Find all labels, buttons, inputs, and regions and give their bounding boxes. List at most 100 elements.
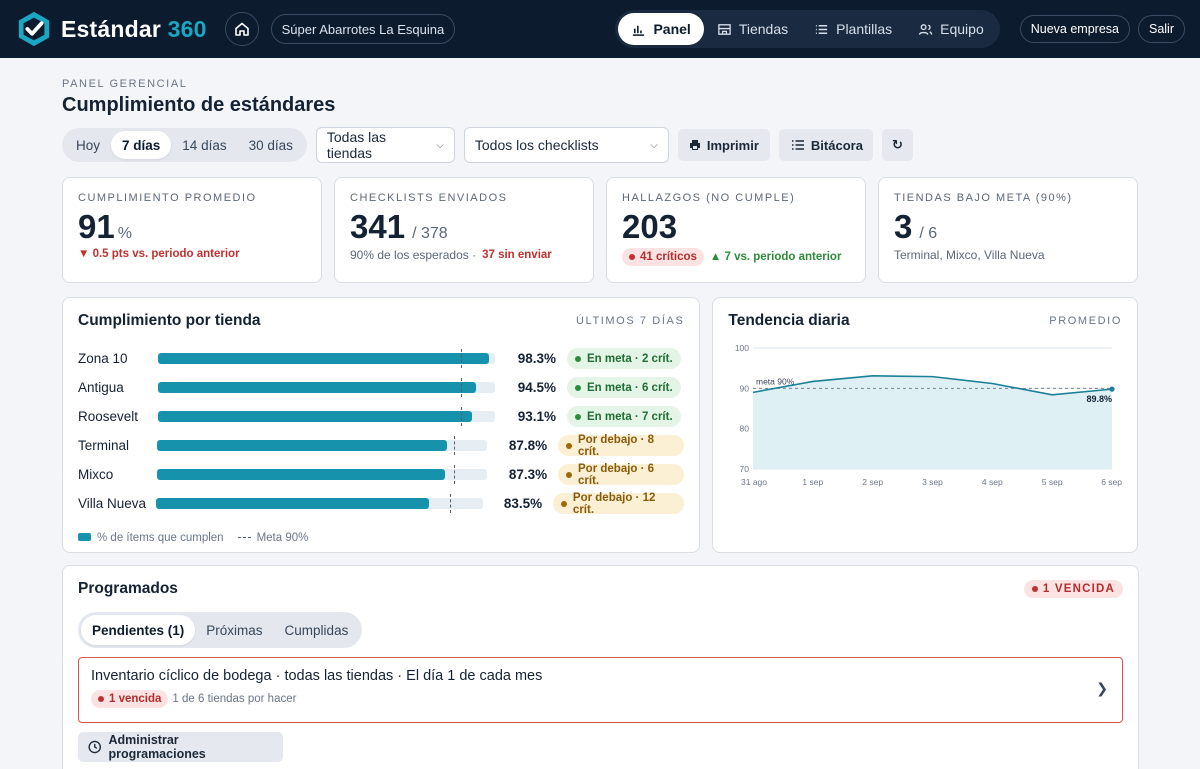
- printer-icon: [689, 140, 700, 150]
- y-tick-label: 80: [740, 424, 750, 434]
- bar-fill: [158, 411, 472, 422]
- store-pct: 98.3%: [517, 351, 556, 366]
- store-rows: Zona 10 98.3% En meta · 2 crít. Antigua 94.5…: [78, 344, 685, 518]
- page-title: Cumplimiento de estándares: [62, 94, 336, 116]
- store-row: Villa Nueva 83.5% Por debajo · 12 crít.: [78, 489, 685, 518]
- manage-schedules-button[interactable]: Administrar programaciones: [78, 732, 283, 762]
- store-select[interactable]: Todas las tiendas ⌵: [315, 127, 455, 163]
- kpi-row: CUMPLIMIENTO PROMEDIO 91 % ▼ 0.5 pts vs.…: [62, 177, 1138, 283]
- kpi-value: 91: [78, 208, 115, 245]
- store-pct: 94.5%: [517, 380, 556, 395]
- chevron-right-icon: ❯: [1096, 680, 1108, 696]
- scheduled-item[interactable]: Inventario cíclico de bodega · todas las…: [78, 657, 1123, 723]
- y-tick-label: 100: [735, 344, 749, 353]
- kpi-stores-below: TIENDAS BAJO META (90%) 3 / 6 Terminal, …: [878, 177, 1138, 283]
- store-icon: [718, 23, 731, 35]
- bar-fill: [155, 498, 429, 509]
- daily-trend-panel: Tendencia diaria PROMEDIO 100 90 80 70 meta …: [712, 297, 1138, 553]
- scheduled-item-title: Inventario cíclico de bodega · todas las…: [91, 668, 543, 684]
- range-7-days[interactable]: 7 días: [111, 131, 172, 159]
- target-line: [454, 465, 456, 484]
- kpi-findings: HALLAZGOS (NO CUMPLE) 203 41 críticos ▲ …: [606, 177, 866, 283]
- kpi-value: 341: [350, 208, 406, 245]
- status-badge: En meta · 2 crít.: [567, 348, 681, 369]
- store-name: Antigua: [78, 380, 124, 395]
- top-bar: Estándar 360 Súper Abarrotes La Esquina …: [0, 0, 1200, 58]
- tab-pending[interactable]: Pendientes (1): [81, 615, 196, 645]
- scheduled-progress: 1 de 6 tiendas por hacer: [172, 693, 297, 705]
- checklist-select[interactable]: Todos los checklists ⌵: [463, 127, 669, 163]
- range-14-days[interactable]: 14 días: [182, 137, 227, 153]
- panels-row: Cumplimiento por tienda ÚLTIMOS 7 DÍAS Z…: [62, 297, 1138, 553]
- nav-item-tiendas[interactable]: Tiendas: [704, 13, 801, 45]
- panel-title: Tendencia diaria: [728, 312, 850, 329]
- nav-item-equipo[interactable]: Equipo: [905, 13, 997, 45]
- tab-completed[interactable]: Cumplidas: [284, 622, 349, 638]
- stores-below-list: Terminal, Mixco, Villa Nueva: [894, 248, 1045, 262]
- list-icon: [791, 140, 804, 150]
- store-name: Villa Nueva: [78, 496, 147, 511]
- kpi-delta: ▼ 0.5 pts vs. periodo anterior: [78, 248, 240, 260]
- refresh-button[interactable]: ↻: [881, 129, 913, 161]
- refresh-icon: ↻: [891, 137, 903, 152]
- x-tick-label: 6 sep: [1102, 477, 1123, 487]
- kpi-checklists-sent: CHECKLISTS ENVIADOS 341 / 378 90% de los…: [334, 177, 594, 283]
- nav-item-panel[interactable]: Panel: [618, 13, 704, 45]
- store-name: Zona 10: [78, 351, 128, 366]
- x-tick-label: 3 sep: [922, 477, 943, 487]
- target-line: [461, 349, 463, 368]
- new-company-button[interactable]: Nueva empresa: [1019, 15, 1130, 43]
- home-icon: [234, 22, 249, 36]
- target-line: [461, 378, 463, 397]
- status-badge: Por debajo · 12 crít.: [553, 492, 685, 516]
- home-button[interactable]: [224, 12, 259, 46]
- panel-title: Programados: [78, 580, 178, 597]
- store-row: Antigua 94.5% En meta · 6 crít.: [78, 373, 684, 402]
- store-pct: 87.8%: [508, 438, 548, 453]
- last-value-label: 89.8%: [1087, 394, 1113, 404]
- status-badge: Por debajo · 6 crít.: [558, 463, 685, 487]
- bar-track: [156, 465, 488, 484]
- logout-button[interactable]: Salir: [1137, 15, 1185, 43]
- store-name: Roosevelt: [78, 409, 139, 424]
- panel-title: Cumplimiento por tienda: [78, 312, 261, 329]
- clock-icon: [88, 740, 102, 754]
- data-point: [1109, 386, 1115, 392]
- status-badge: En meta · 7 crít.: [567, 406, 681, 427]
- logo-mark-icon: [18, 11, 50, 47]
- scheduled-tabs: Pendientes (1) Próximas Cumplidas: [78, 612, 363, 648]
- log-button[interactable]: Bitácora: [778, 129, 873, 161]
- status-badge: Por debajo · 8 crít.: [558, 434, 685, 458]
- filter-bar: Hoy 7 días 14 días 30 días Todas las tie…: [62, 127, 1138, 163]
- print-button[interactable]: Imprimir: [677, 129, 770, 161]
- legend-target-line: [237, 537, 251, 539]
- logo[interactable]: Estándar 360: [15, 10, 207, 48]
- area-fill: [753, 375, 1113, 469]
- store-pct: 83.5%: [503, 496, 543, 511]
- target-line: [461, 407, 463, 426]
- chart-legend: % de ítems que cumplen Meta 90%: [78, 532, 684, 544]
- store-compliance-panel: Cumplimiento por tienda ÚLTIMOS 7 DÍAS Z…: [62, 297, 701, 553]
- range-today[interactable]: Hoy: [76, 137, 101, 153]
- x-tick-label: 4 sep: [982, 477, 1003, 487]
- bar-track: [158, 349, 495, 368]
- main-nav: Panel Tiendas Plantillas Equipo: [615, 10, 1000, 48]
- overdue-badge: 1 VENCIDA: [1023, 580, 1123, 598]
- critical-badge: 41 críticos: [622, 248, 704, 266]
- store-name: Mixco: [78, 467, 114, 482]
- x-tick-label: 31 ago: [741, 477, 767, 487]
- trend-chart: 100 90 80 70 meta 90% 89.8% 31 ago 1 sep 2 sep 3 …: [735, 344, 1123, 487]
- kpi-avg-compliance: CUMPLIMIENTO PROMEDIO 91 % ▼ 0.5 pts vs.…: [62, 177, 322, 283]
- x-tick-label: 5 sep: [1042, 477, 1063, 487]
- page-eyebrow: PANEL GERENCIAL: [62, 78, 188, 90]
- range-30-days[interactable]: 30 días: [248, 137, 293, 153]
- x-tick-label: 1 sep: [803, 477, 824, 487]
- target-label: meta 90%: [756, 376, 795, 386]
- tab-upcoming[interactable]: Próximas: [206, 622, 263, 638]
- store-name: Terminal: [78, 438, 130, 453]
- missing-count: 37 sin enviar: [482, 249, 552, 261]
- bar-track: [158, 407, 495, 426]
- store-row: Terminal 87.8% Por debajo · 8 crít.: [78, 431, 685, 460]
- nav-item-plantillas[interactable]: Plantillas: [801, 13, 905, 45]
- company-selector[interactable]: Súper Abarrotes La Esquina: [270, 14, 456, 44]
